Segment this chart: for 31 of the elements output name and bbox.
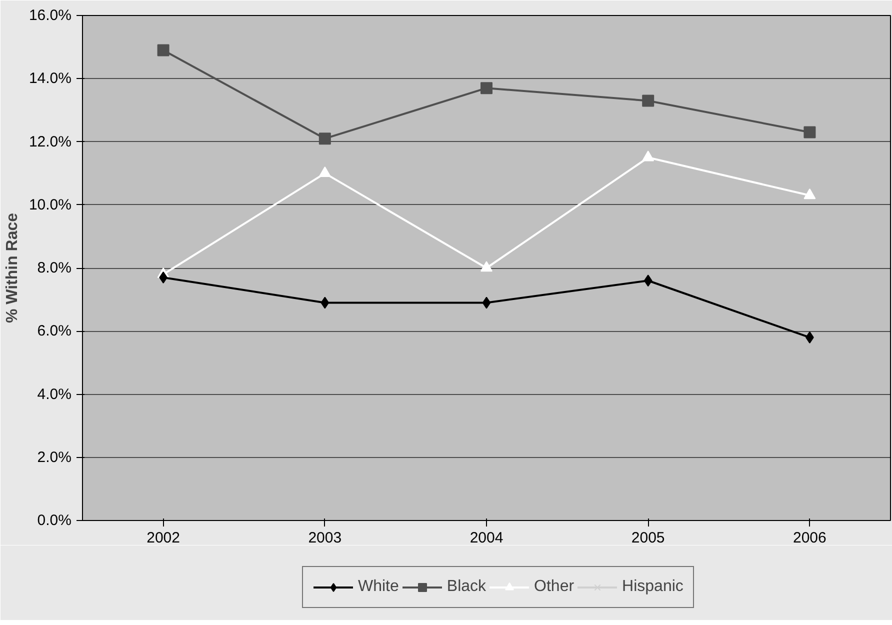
point bbox=[318, 132, 331, 145]
x-tick-label: 2002 bbox=[146, 530, 180, 546]
x-tick-label: 2006 bbox=[793, 530, 826, 546]
y-tick-label: 16.0% bbox=[28, 7, 72, 24]
legend-label: Hispanic bbox=[622, 578, 684, 596]
x-tick-label: 2004 bbox=[470, 530, 504, 546]
point bbox=[642, 150, 654, 162]
y-tick-label: 2.0% bbox=[37, 448, 72, 466]
point bbox=[157, 44, 170, 56]
point bbox=[644, 274, 652, 287]
y-tick-label: 10.0% bbox=[28, 196, 72, 214]
x-tick-label: 2005 bbox=[631, 530, 665, 546]
x-tick-label: 2003 bbox=[308, 530, 342, 546]
legend-label: Black bbox=[446, 578, 486, 596]
point bbox=[642, 94, 654, 107]
y-tick-label: 14.0% bbox=[28, 70, 72, 88]
point bbox=[480, 261, 492, 272]
legend-label: White bbox=[358, 578, 399, 596]
y-tick-label: 4.0% bbox=[37, 386, 72, 403]
point bbox=[804, 188, 816, 200]
point bbox=[320, 296, 330, 309]
point bbox=[482, 296, 491, 309]
legend-label: Other bbox=[534, 578, 574, 596]
y-tick-label: 6.0% bbox=[37, 322, 72, 340]
y-axis-title: % Within Race bbox=[4, 212, 21, 324]
point bbox=[318, 166, 331, 177]
y-tick-label: 0.0% bbox=[37, 512, 72, 529]
y-tick-label: 12.0% bbox=[28, 133, 72, 150]
y-tick-label: 8.0% bbox=[37, 260, 72, 276]
point bbox=[480, 82, 492, 94]
point bbox=[804, 126, 816, 138]
